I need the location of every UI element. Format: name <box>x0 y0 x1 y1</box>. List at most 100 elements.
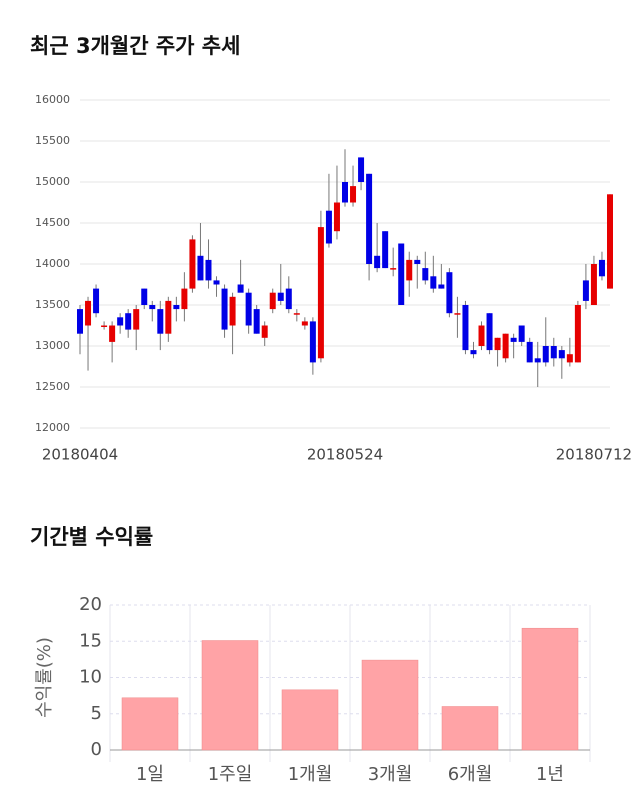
candle-body <box>342 182 348 203</box>
candle-body <box>309 321 316 363</box>
x-tick-label: 20180712 <box>556 446 632 464</box>
candle-body <box>125 313 132 330</box>
candle-body <box>550 346 557 359</box>
x-tick-label: 1일 <box>136 764 164 785</box>
candle-body <box>221 288 228 330</box>
candle-body <box>85 300 92 326</box>
bar <box>281 689 339 751</box>
candle-body <box>269 292 276 310</box>
bar <box>201 640 259 751</box>
x-tick-label: 20180524 <box>307 446 383 464</box>
candle-body <box>598 259 605 277</box>
x-tick-label: 1개월 <box>288 764 333 785</box>
y-axis-label: 수익률(%) <box>34 637 55 718</box>
x-tick-label: 6개월 <box>448 764 493 785</box>
candle-body <box>462 305 469 351</box>
candle-body <box>325 210 332 244</box>
y-tick-label: 13500 <box>35 298 70 311</box>
candle-body <box>197 255 204 281</box>
candle-body <box>173 305 180 310</box>
candle-body <box>358 157 365 182</box>
candle-body <box>229 296 236 326</box>
candle-body <box>333 202 340 232</box>
y-tick-label: 16000 <box>35 93 70 106</box>
x-tick-label: 20180404 <box>42 446 118 464</box>
x-tick-label: 3개월 <box>368 764 413 785</box>
y-tick-label: 15000 <box>35 175 70 188</box>
candle-body <box>117 317 124 326</box>
candle-body <box>350 186 357 203</box>
candle-body <box>478 325 485 346</box>
candle-body <box>494 337 501 351</box>
candle-body <box>141 288 148 305</box>
candle-body <box>438 284 445 289</box>
candle-body <box>502 333 509 359</box>
candle-body <box>181 288 188 310</box>
x-tick-label: 1년 <box>536 764 564 785</box>
candle-body <box>406 259 413 281</box>
y-tick-label: 14000 <box>35 257 70 270</box>
candle-body <box>165 300 172 334</box>
candle-body <box>422 268 429 281</box>
candle-body <box>607 194 613 289</box>
candle-body <box>205 259 212 281</box>
candle-body <box>317 227 324 359</box>
candle-body <box>414 259 421 264</box>
y-tick-label: 20 <box>79 594 102 615</box>
candle-body <box>590 264 597 305</box>
y-tick-label: 12500 <box>35 380 70 393</box>
candle-body <box>526 341 533 363</box>
y-tick-label: 5 <box>91 703 102 724</box>
candle-body <box>277 292 284 301</box>
bar <box>361 659 419 751</box>
candle-body <box>534 358 541 363</box>
y-tick-label: 0 <box>91 739 102 760</box>
bar <box>441 706 499 751</box>
candle-body <box>285 288 292 310</box>
candle-body <box>454 313 461 315</box>
candle-body <box>446 272 453 314</box>
candle-body <box>374 255 381 269</box>
candle-body <box>566 354 573 363</box>
y-tick-label: 15 <box>79 630 102 651</box>
candle-body <box>518 325 525 342</box>
candle-body <box>253 309 260 334</box>
candle-body <box>366 173 373 264</box>
candle-body <box>542 346 549 363</box>
candle-body <box>109 325 116 342</box>
bar <box>121 697 179 751</box>
candle-body <box>101 325 108 327</box>
y-tick-label: 14500 <box>35 216 70 229</box>
candle-body <box>486 313 493 351</box>
candle-body <box>245 292 252 326</box>
candle-body <box>189 239 196 289</box>
candle-body <box>582 280 589 301</box>
candle-body <box>261 325 268 338</box>
candle-body <box>77 309 83 334</box>
candle-body <box>93 288 100 314</box>
y-tick-label: 12000 <box>35 421 70 434</box>
candle-body <box>149 305 156 310</box>
candle-body <box>574 305 581 363</box>
candle-body <box>382 231 389 269</box>
candle-body <box>237 284 244 293</box>
chart-title: 최근 3개월간 주가 추세 <box>30 34 240 58</box>
candle-body <box>133 309 140 330</box>
candle-body <box>213 280 220 285</box>
y-tick-label: 10 <box>79 667 102 688</box>
x-tick-label: 1주일 <box>208 764 253 785</box>
candle-body <box>398 243 405 305</box>
candle-body <box>390 268 397 270</box>
candle-body <box>470 350 477 355</box>
candle-body <box>430 276 437 289</box>
y-tick-label: 13000 <box>35 339 70 352</box>
bar <box>521 627 579 751</box>
candle-body <box>301 321 308 326</box>
candle-body <box>293 313 300 315</box>
chart-title: 기간별 수익률 <box>30 525 153 549</box>
candle-body <box>510 337 517 342</box>
y-tick-label: 15500 <box>35 134 70 147</box>
candle-body <box>157 309 164 334</box>
candle-body <box>558 350 565 359</box>
